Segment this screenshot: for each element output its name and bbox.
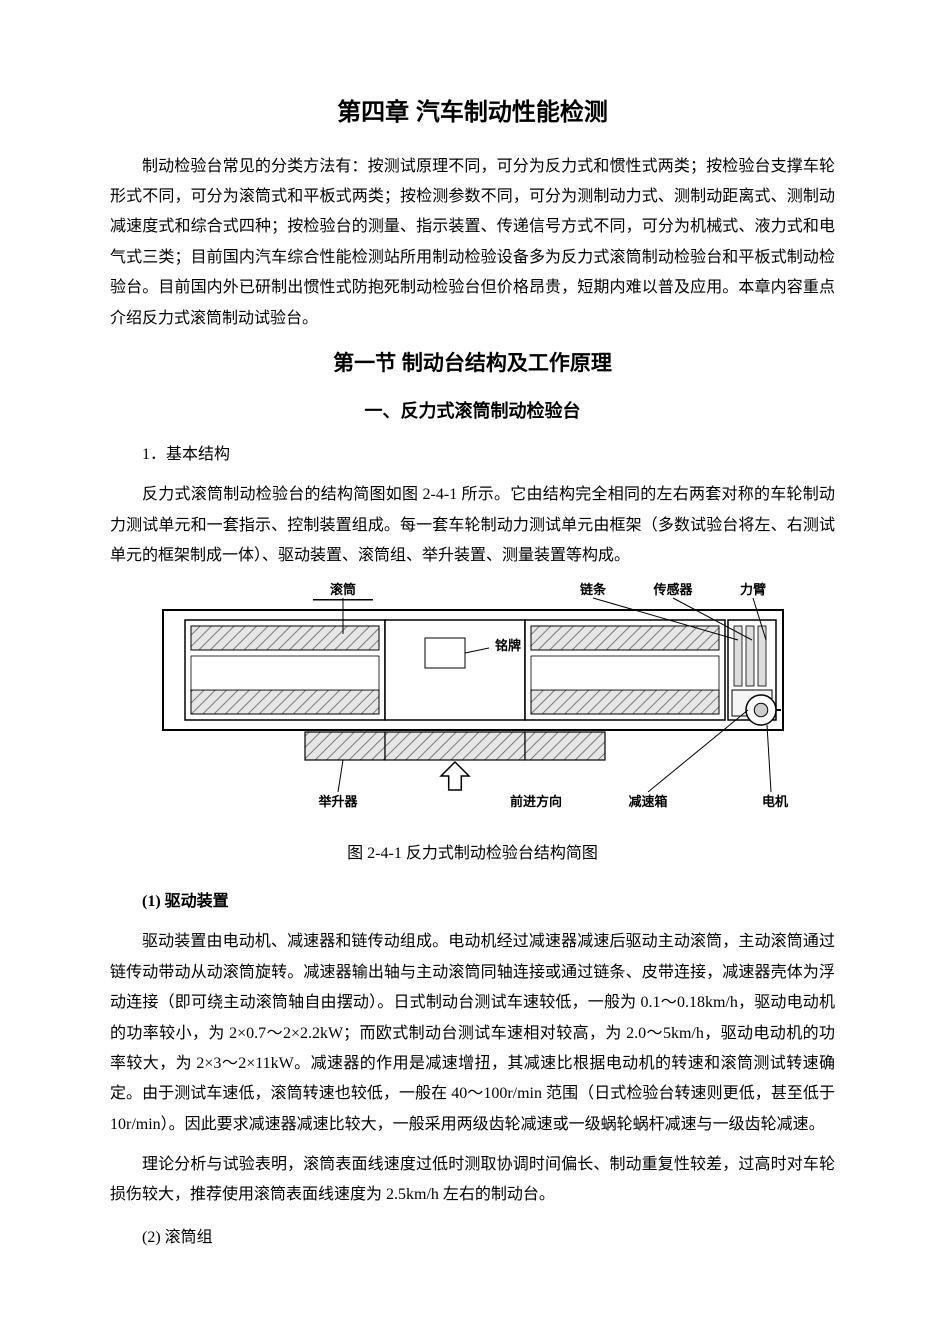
svg-text:电机: 电机 [761, 794, 787, 809]
item1-paragraph: 反力式滚筒制动检验台的结构简图如图 2-4-1 所示。它由结构完全相同的左右两套… [110, 480, 835, 571]
svg-text:力臂: 力臂 [739, 582, 765, 597]
item1-heading: 1．基本结构 [110, 440, 835, 470]
figure-caption: 图 2-4-1 反力式制动检验台结构简图 [110, 839, 835, 869]
sub1-para1: 驱动装置由电动机、减速器和链传动组成。电动机经过减速器减速后驱动主动滚筒，主动滚… [110, 927, 835, 1140]
svg-text:铭牌: 铭牌 [495, 638, 521, 653]
svg-text:滚筒: 滚筒 [329, 582, 355, 597]
svg-text:前进方向: 前进方向 [510, 794, 562, 809]
svg-text:链条: 链条 [578, 582, 606, 597]
chapter-title: 第四章 汽车制动性能检测 [110, 90, 835, 136]
figure-diagram: 滚筒 链条 传感器 力臂铭牌举升器 前进方向 减速箱 电机 [153, 582, 793, 817]
subsection-title: 一、反力式滚筒制动检验台 [110, 394, 835, 428]
svg-text:举升器: 举升器 [317, 794, 358, 809]
sub1-para2: 理论分析与试验表明，滚筒表面线速度过低时测取协调时间偏长、制动重复性较差，过高时… [110, 1150, 835, 1211]
svg-text:减速箱: 减速箱 [628, 794, 667, 809]
section-title: 第一节 制动台结构及工作原理 [110, 344, 835, 384]
svg-text:传感器: 传感器 [652, 582, 693, 597]
intro-paragraph: 制动检验台常见的分类方法有：按测试原理不同，可分为反力式和惯性式两类；按检验台支… [110, 152, 835, 334]
sub2-heading: (2) 滚筒组 [110, 1223, 835, 1253]
sub1-heading: (1) 驱动装置 [110, 887, 835, 917]
